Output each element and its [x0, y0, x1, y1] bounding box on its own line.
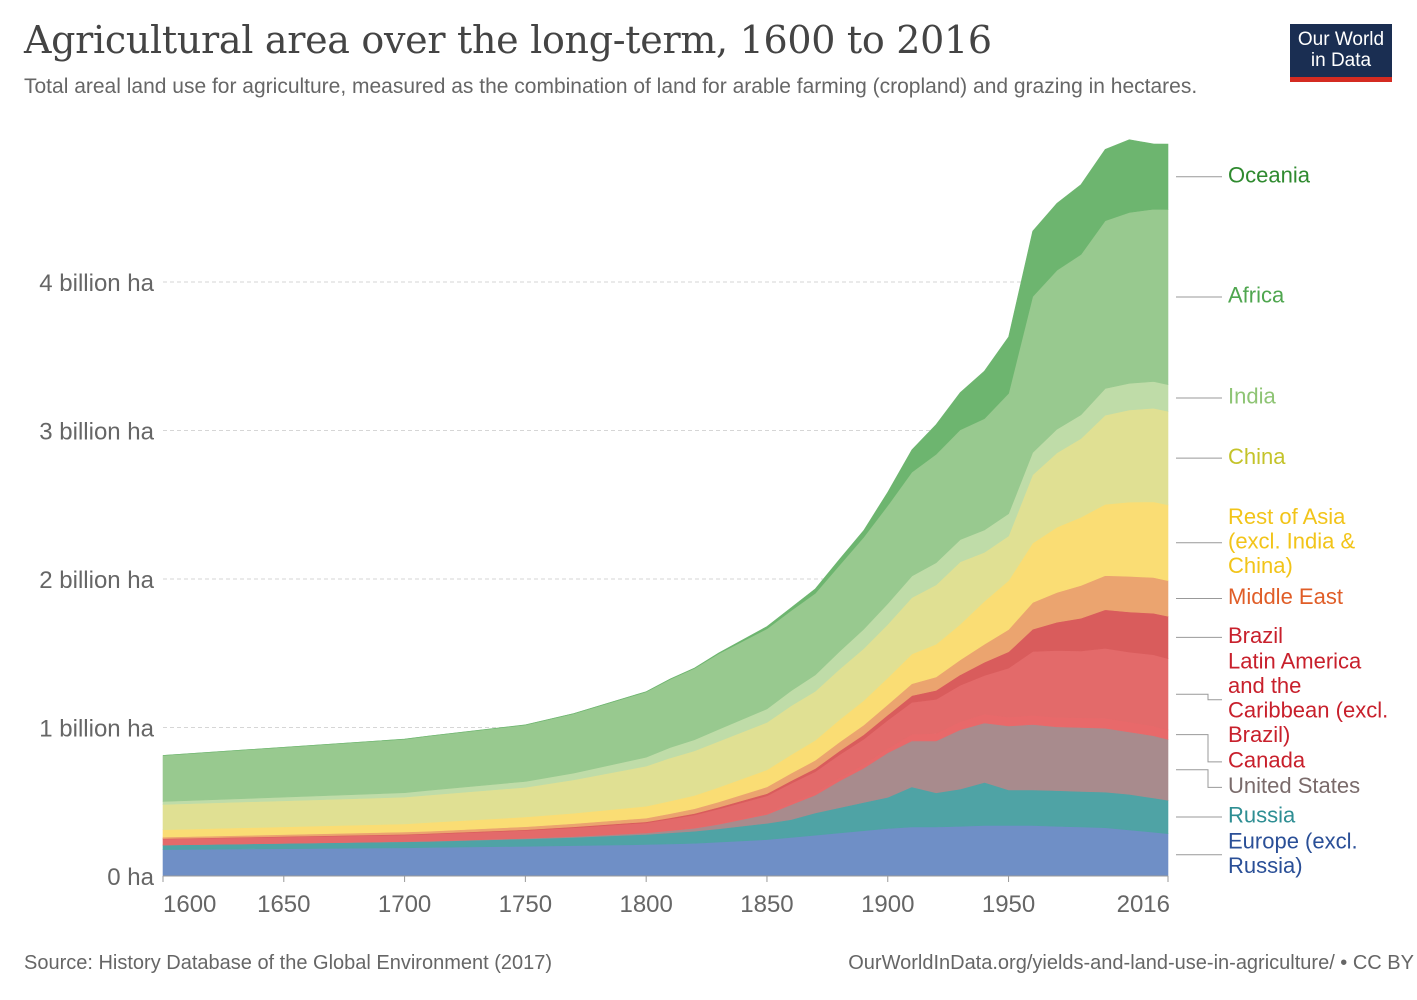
- x-tick-label: 1800: [619, 891, 672, 918]
- legend-label-line: Middle East: [1228, 584, 1343, 609]
- legend-label-line: China): [1228, 553, 1293, 578]
- legend-label-line: and the: [1228, 673, 1301, 698]
- owid-logo[interactable]: Our World in Data: [1290, 24, 1392, 82]
- chart-title: Agricultural area over the long-term, 16…: [24, 18, 992, 62]
- legend-label-line: Canada: [1228, 748, 1306, 773]
- x-tick-label: 1650: [257, 891, 310, 918]
- legend-label-line: Russia): [1228, 853, 1303, 878]
- legend-label-line: Brazil): [1228, 722, 1290, 747]
- legend-label-line: (excl. India &: [1228, 529, 1355, 554]
- legend-label[interactable]: Rest of Asia (excl. India & China): [1228, 504, 1355, 578]
- legend-label[interactable]: Oceania: [1228, 162, 1311, 187]
- y-tick-label: 3 billion ha: [39, 419, 154, 446]
- legend-label[interactable]: Russia: [1228, 803, 1296, 828]
- legend-label-line: China: [1228, 444, 1286, 469]
- legend-connector: [1176, 734, 1222, 763]
- legend-label-line: Caribbean (excl.: [1228, 698, 1388, 723]
- legend-label-line: Brazil: [1228, 623, 1283, 648]
- legend: Oceania Africa India China Rest of Asia (excl…: [1176, 162, 1388, 878]
- legend-connector: [1176, 693, 1222, 701]
- legend-label[interactable]: Latin America and the Caribbean (excl. Braz…: [1228, 649, 1388, 748]
- legend-label-line: Europe (excl.: [1228, 828, 1358, 853]
- logo-line-1: Our World: [1297, 29, 1385, 50]
- x-tick-label: 1750: [499, 891, 552, 918]
- x-tick-label: 1850: [740, 891, 793, 918]
- legend-label[interactable]: Brazil: [1228, 623, 1283, 648]
- y-tick-label: 1 billion ha: [39, 716, 154, 743]
- legend-label[interactable]: India: [1228, 384, 1276, 409]
- legend-label[interactable]: Europe (excl. Russia): [1228, 828, 1358, 878]
- legend-label-line: Russia: [1228, 803, 1296, 828]
- legend-label-line: India: [1228, 384, 1276, 409]
- legend-label[interactable]: China: [1228, 444, 1286, 469]
- y-tick-label: 2 billion ha: [39, 567, 154, 594]
- x-tick-label: 1950: [982, 891, 1035, 918]
- legend-label[interactable]: Canada: [1228, 748, 1306, 773]
- chart-subtitle: Total areal land use for agriculture, me…: [24, 75, 1198, 98]
- legend-label-line: Rest of Asia: [1228, 504, 1346, 529]
- area-series: [162, 139, 1169, 877]
- y-tick-label: 0 ha: [107, 864, 154, 891]
- x-tick-label: 1700: [378, 891, 431, 918]
- legend-label[interactable]: Africa: [1228, 283, 1285, 308]
- legend-label-line: Oceania: [1228, 162, 1311, 187]
- legend-label-line: Africa: [1228, 283, 1285, 308]
- x-tick-label: 1900: [861, 891, 914, 918]
- legend-label-line: Latin America: [1228, 649, 1362, 674]
- source-note: Source: History Database of the Global E…: [24, 952, 553, 974]
- x-tick-label: 1600: [163, 891, 216, 918]
- source-url-link[interactable]: OurWorldInData.org/yields-and-land-use-i…: [848, 952, 1414, 974]
- area-oceania[interactable]: [162, 139, 1169, 756]
- axes: 0 ha 1 billion ha 2 billion ha 3 billion ha…: [39, 270, 1170, 918]
- legend-label[interactable]: United States: [1228, 773, 1360, 798]
- legend-label-line: United States: [1228, 773, 1360, 798]
- legend-label[interactable]: Middle East: [1228, 584, 1343, 609]
- stacked-area-chart: 0 ha 1 billion ha 2 billion ha 3 billion ha…: [39, 139, 1388, 918]
- x-tick-label: 2016: [1117, 891, 1170, 918]
- legend-connector: [1176, 769, 1222, 788]
- logo-line-2: in Data: [1310, 50, 1372, 71]
- y-tick-label: 4 billion ha: [39, 270, 154, 297]
